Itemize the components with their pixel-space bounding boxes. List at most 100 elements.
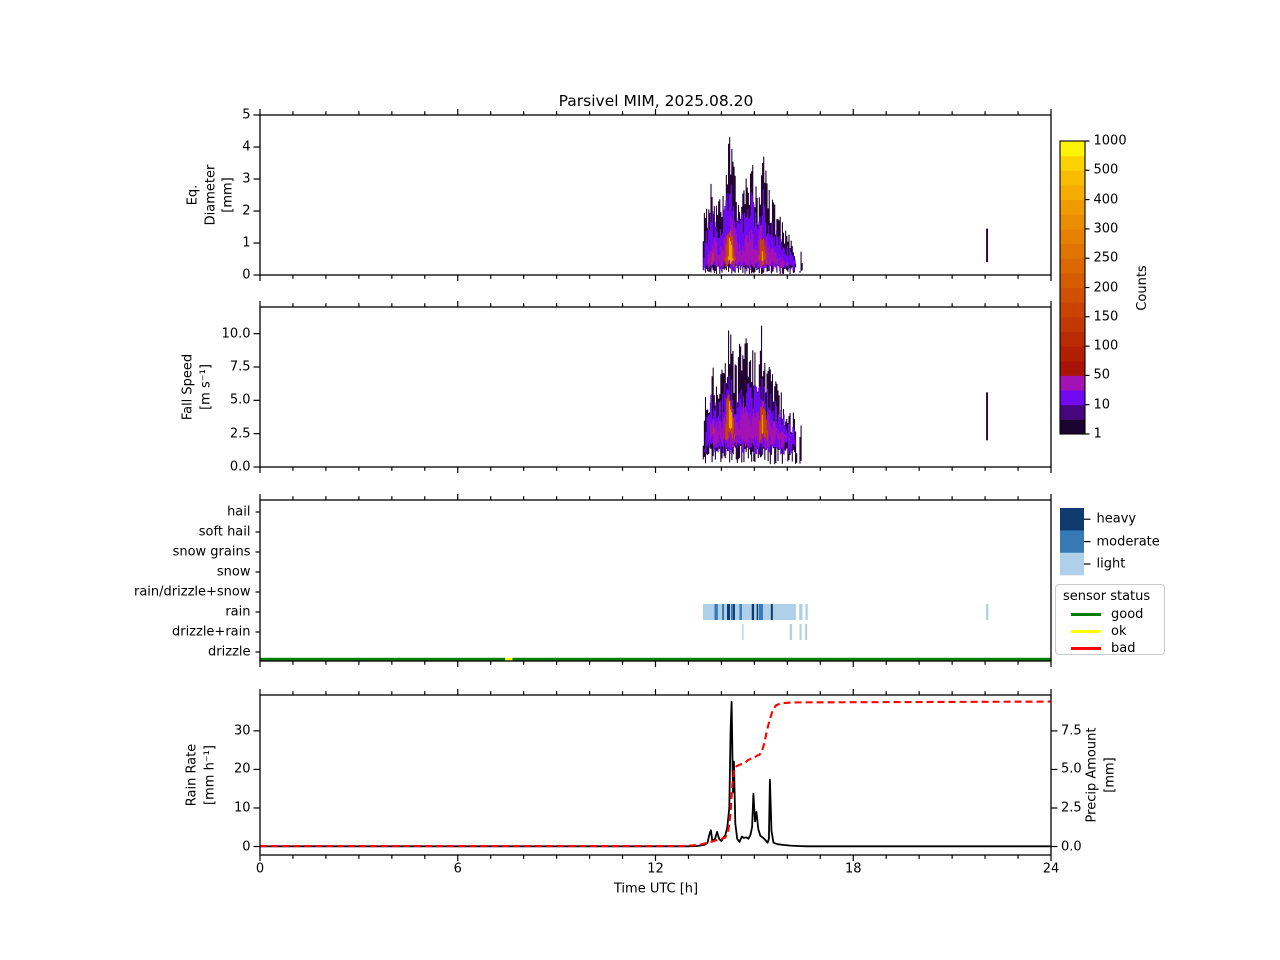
diameter-tick-label: 2 <box>242 203 251 219</box>
colorbar-band <box>1060 228 1085 245</box>
ptype-segment <box>986 604 989 620</box>
ok-status-line-swatch <box>1071 630 1101 633</box>
colorbar-band <box>1060 375 1085 391</box>
fallspeed-tick-label: 5.0 <box>229 392 251 408</box>
ptype-segment <box>730 604 733 620</box>
ptype-category-label: drizzle <box>208 644 251 660</box>
colorbar-tick-label: 50 <box>1093 367 1111 383</box>
precip-tick-label: 0.0 <box>1061 839 1082 855</box>
ptype-segment <box>805 624 808 640</box>
legend-item-label: ok <box>1111 624 1127 639</box>
colorbar-tick-label: 1000 <box>1093 133 1127 149</box>
ptype-category-label: soft hail <box>198 524 251 540</box>
ptype-category-label: rain/drizzle+snow <box>134 584 251 600</box>
fallspeed-tick-label: 7.5 <box>229 359 251 375</box>
diameter-tick-label: 1 <box>242 235 251 251</box>
colorbar-band <box>1060 272 1085 288</box>
panel-spines <box>259 114 1052 276</box>
colorbar-band <box>1060 316 1085 332</box>
rainrate-tick-label: 20 <box>233 761 251 777</box>
axis-ticks <box>253 109 1091 861</box>
ptype-category-label: rain <box>225 604 251 620</box>
colorbar-band <box>1060 214 1085 230</box>
precip-tick-label: 2.5 <box>1061 800 1082 816</box>
heatmap-layer <box>713 394 769 443</box>
fallspeed-tick-label: 10.0 <box>221 326 251 342</box>
y-axis-label-line: [mm h⁻¹] <box>202 745 217 805</box>
intensity-label-heavy: heavy <box>1096 511 1137 527</box>
y-axis-label-line: Precip Amount <box>1084 727 1100 823</box>
colorbar-band <box>1060 404 1085 420</box>
precip-amount-line <box>260 700 1051 848</box>
diameter-tick-label: 4 <box>242 139 251 155</box>
colorbar-band <box>1060 287 1085 303</box>
ptype-category-label: snow <box>216 564 251 580</box>
colorbar-band <box>1060 419 1085 435</box>
ptype-segment <box>714 604 718 620</box>
sensor-status-legend-title: sensor status <box>1063 589 1151 604</box>
ptype-segment <box>799 624 802 640</box>
legend-item-label: good <box>1111 607 1144 622</box>
ptype-segment <box>799 604 803 620</box>
y-axis-label-line: [mm] <box>1102 757 1117 793</box>
colorbar-band <box>1060 302 1085 318</box>
colorbar-band <box>1060 199 1085 215</box>
colorbar-band <box>1060 346 1085 362</box>
y-axis-label-line: [mm] <box>220 177 236 213</box>
sensor-status-legend: sensor status good ok bad <box>1055 584 1165 656</box>
rainrate-tick-label: 0 <box>242 839 251 855</box>
ptype-segment <box>758 604 763 620</box>
colorbar-tick-label: 10 <box>1093 397 1111 413</box>
y-axis-label-fallspeed: Fall Speed [m s⁻¹] <box>179 354 214 420</box>
ptype-segment <box>770 604 773 620</box>
x-tick-label: 24 <box>1042 861 1060 877</box>
y-axis-label-line: Eq. <box>185 184 201 206</box>
colorbar-band <box>1060 170 1085 186</box>
y-axis-label-line: Diameter <box>203 164 219 226</box>
colorbar-tick-label: 200 <box>1093 280 1119 295</box>
colorbar-band <box>1060 390 1085 406</box>
y-axis-label-line: Rain Rate <box>184 743 200 807</box>
diameter-tick-label: 3 <box>242 171 251 187</box>
intensity-cell-heavy <box>1060 508 1084 531</box>
colorbar-band <box>1060 360 1085 376</box>
rainrate-tick-label: 30 <box>233 723 251 739</box>
rain-rate-line <box>260 701 1051 848</box>
sensor-status-segment <box>260 657 506 661</box>
sensor-status-segment <box>505 657 513 661</box>
ptype-category-label: drizzle+rain <box>171 624 251 640</box>
diameter-heatmap <box>702 137 989 275</box>
fallspeed-tick-label: 2.5 <box>229 426 251 442</box>
x-axis-label: Time UTC [h] <box>613 881 699 897</box>
y-axis-label-line: [m s⁻¹] <box>198 364 213 410</box>
y-axis-label-precip-amount: Precip Amount [mm] <box>1083 728 1118 823</box>
intensity-cell-moderate <box>1060 530 1084 553</box>
diameter-tick-label: 5 <box>242 107 251 123</box>
ptype-segment <box>732 604 735 620</box>
panel-spines <box>259 694 1052 856</box>
x-tick-label: 12 <box>647 861 664 877</box>
precip-tick-label: 7.5 <box>1061 723 1082 739</box>
isolated-streak <box>986 392 989 441</box>
x-tick-label: 0 <box>255 861 265 877</box>
colorbar-tick-label: 400 <box>1093 192 1119 208</box>
colorbar-tick-label: 150 <box>1093 309 1119 325</box>
colorbar-tick-label: 100 <box>1093 338 1119 354</box>
y-axis-label-diameter: Eq. Diameter [mm] <box>185 165 238 226</box>
colorbar-tick-label: 500 <box>1093 162 1119 178</box>
precip-tick-label: 5.0 <box>1061 761 1082 777</box>
heatmap-layer <box>711 231 768 267</box>
legend-item-good: good <box>1063 607 1164 622</box>
colorbar-tick-label: 300 <box>1093 221 1119 237</box>
y-axis-label-rainrate: Rain Rate [mm h⁻¹] <box>183 744 218 807</box>
ptype-segment <box>751 604 755 620</box>
colorbar-band <box>1060 243 1085 259</box>
colorbar-tick-label: 1 <box>1093 426 1102 442</box>
ptype-segment <box>739 604 742 620</box>
panel-spines <box>259 499 1052 662</box>
y-axis-label-line: Fall Speed <box>180 353 196 421</box>
colorbar-label-text: Counts <box>1135 265 1151 311</box>
legend-item-ok: ok <box>1063 624 1164 639</box>
